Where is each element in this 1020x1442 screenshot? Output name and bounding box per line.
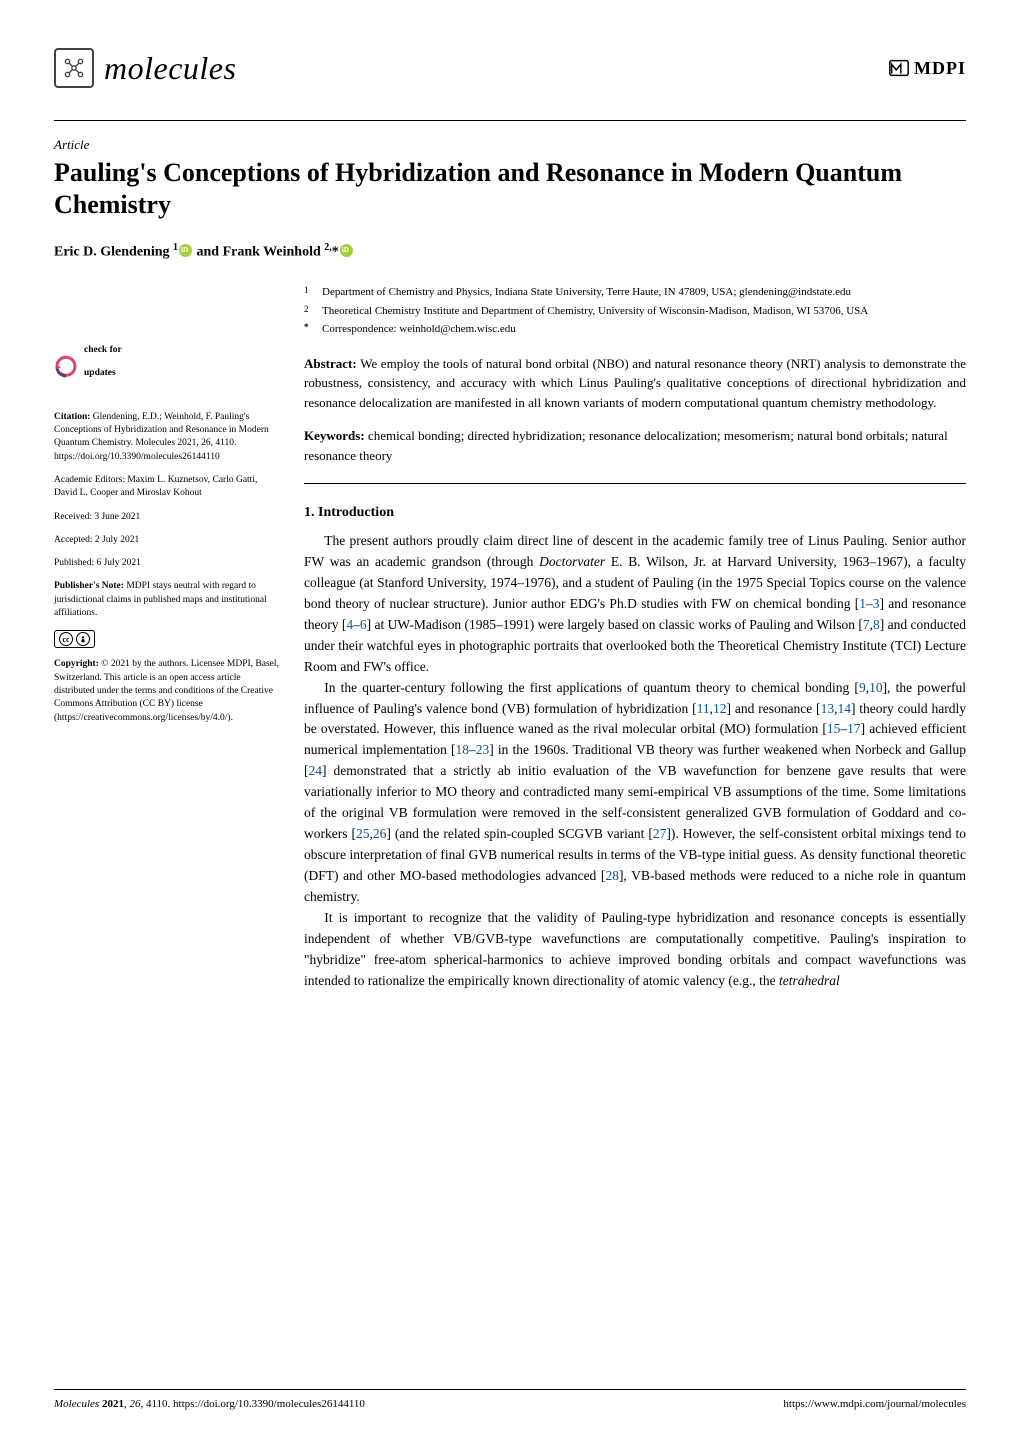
ref-link[interactable]: 27 bbox=[653, 826, 667, 841]
footer-right[interactable]: https://www.mdpi.com/journal/molecules bbox=[783, 1396, 966, 1413]
para-2: In the quarter-century following the fir… bbox=[304, 678, 966, 908]
check-updates-text: check for updates bbox=[84, 344, 122, 391]
corr-asterisk: * bbox=[332, 244, 339, 259]
abstract-text: We employ the tools of natural bond orbi… bbox=[304, 356, 966, 410]
ref-link[interactable]: 10 bbox=[869, 680, 883, 695]
affiliation-1: 1 Department of Chemistry and Physics, I… bbox=[304, 284, 966, 301]
main-column: 1 Department of Chemistry and Physics, I… bbox=[304, 284, 966, 991]
ref-link[interactable]: 12 bbox=[713, 701, 727, 716]
ref-link[interactable]: 23 bbox=[476, 742, 490, 757]
ref-link[interactable]: 4 bbox=[346, 617, 353, 632]
affiliation-2: 2 Theoretical Chemistry Institute and De… bbox=[304, 303, 966, 320]
article-type: Article bbox=[54, 135, 966, 155]
copyright-label: Copyright: bbox=[54, 659, 99, 669]
author-sep: and bbox=[197, 244, 223, 259]
sidebar: check for updates Citation: Glendening, … bbox=[54, 284, 280, 991]
abstract-label: Abstract: bbox=[304, 356, 360, 371]
ref-link[interactable]: 13 bbox=[821, 701, 835, 716]
orcid-icon[interactable] bbox=[340, 244, 353, 257]
ref-link[interactable]: 11 bbox=[697, 701, 710, 716]
dates-block: Received: 3 June 2021 Accepted: 2 July 2… bbox=[54, 511, 280, 571]
section-rule bbox=[304, 483, 966, 484]
ref-link[interactable]: 24 bbox=[309, 763, 323, 778]
keywords: Keywords: chemical bonding; directed hyb… bbox=[304, 426, 966, 465]
date-received: Received: 3 June 2021 bbox=[54, 511, 280, 524]
publisher-logo: MDPI bbox=[888, 55, 966, 82]
ref-link[interactable]: 28 bbox=[605, 868, 619, 883]
author-2: Frank Weinhold bbox=[223, 244, 325, 259]
date-published: Published: 6 July 2021 bbox=[54, 557, 280, 570]
ref-link[interactable]: 25 bbox=[356, 826, 370, 841]
check-updates-badge[interactable]: check for updates bbox=[54, 344, 280, 401]
mdpi-mark-icon bbox=[888, 57, 910, 79]
correspondence: * Correspondence: weinhold@chem.wisc.edu bbox=[304, 321, 966, 338]
ref-link[interactable]: 6 bbox=[360, 617, 367, 632]
section-1-body: The present authors proudly claim direct… bbox=[304, 531, 966, 991]
keywords-label: Keywords: bbox=[304, 428, 368, 443]
ref-link[interactable]: 14 bbox=[837, 701, 851, 716]
para-1: The present authors proudly claim direct… bbox=[304, 531, 966, 677]
journal-name: molecules bbox=[104, 44, 236, 92]
footer-left: Molecules 2021, 26, 4110. https://doi.or… bbox=[54, 1396, 365, 1413]
affiliations: 1 Department of Chemistry and Physics, I… bbox=[304, 284, 966, 338]
ref-link[interactable]: 15 bbox=[827, 721, 841, 736]
editors-block: Academic Editors: Maxim L. Kuznetsov, Ca… bbox=[54, 474, 280, 501]
publisher-name: MDPI bbox=[914, 55, 966, 82]
affil-text: Department of Chemistry and Physics, Ind… bbox=[322, 284, 851, 301]
check-updates-icon bbox=[54, 355, 78, 379]
keywords-text: chemical bonding; directed hybridization… bbox=[304, 428, 948, 463]
ref-link[interactable]: 8 bbox=[873, 617, 880, 632]
copyright-block: Copyright: © 2021 by the authors. Licens… bbox=[54, 658, 280, 724]
journal-logo: molecules bbox=[54, 44, 236, 92]
citation-label: Citation: bbox=[54, 412, 90, 422]
ref-link[interactable]: 26 bbox=[373, 826, 387, 841]
ref-link[interactable]: 1 bbox=[859, 596, 866, 611]
citation-block: Citation: Glendening, E.D.; Weinhold, F.… bbox=[54, 411, 280, 464]
affil-sup: 2 bbox=[304, 303, 314, 320]
cc-license-badge[interactable]: cc bbox=[54, 630, 280, 648]
article-title: Pauling's Conceptions of Hybridization a… bbox=[54, 157, 966, 222]
article-authors: Eric D. Glendening 1 and Frank Weinhold … bbox=[54, 240, 966, 263]
affil-text: Theoretical Chemistry Institute and Depa… bbox=[322, 303, 868, 320]
section-1-heading: 1. Introduction bbox=[304, 502, 966, 523]
affil-sup: * bbox=[304, 321, 314, 338]
header-rule bbox=[54, 120, 966, 121]
journal-brand-icon bbox=[54, 48, 94, 88]
page-header: molecules MDPI bbox=[54, 44, 966, 92]
affil-sup: 1 bbox=[304, 284, 314, 301]
ref-link[interactable]: 18 bbox=[455, 742, 469, 757]
author-1-sup: 1 bbox=[173, 242, 178, 253]
para-3: It is important to recognize that the va… bbox=[304, 908, 966, 992]
ref-link[interactable]: 17 bbox=[847, 721, 861, 736]
page-footer: Molecules 2021, 26, 4110. https://doi.or… bbox=[54, 1389, 966, 1413]
editors-label: Academic Editors: bbox=[54, 475, 125, 485]
date-accepted: Accepted: 2 July 2021 bbox=[54, 534, 280, 547]
affil-text: Correspondence: weinhold@chem.wisc.edu bbox=[322, 321, 516, 338]
ref-link[interactable]: 7 bbox=[863, 617, 870, 632]
orcid-icon[interactable] bbox=[179, 244, 192, 257]
author-2-sup: 2, bbox=[324, 242, 332, 253]
publisher-note: Publisher's Note: MDPI stays neutral wit… bbox=[54, 580, 280, 620]
pubnote-label: Publisher's Note: bbox=[54, 581, 124, 591]
ref-link[interactable]: 3 bbox=[873, 596, 880, 611]
by-icon bbox=[76, 632, 90, 646]
abstract: Abstract: We employ the tools of natural… bbox=[304, 354, 966, 413]
author-1: Eric D. Glendening bbox=[54, 244, 173, 259]
cc-icon: cc bbox=[59, 632, 73, 646]
ref-link[interactable]: 9 bbox=[859, 680, 866, 695]
